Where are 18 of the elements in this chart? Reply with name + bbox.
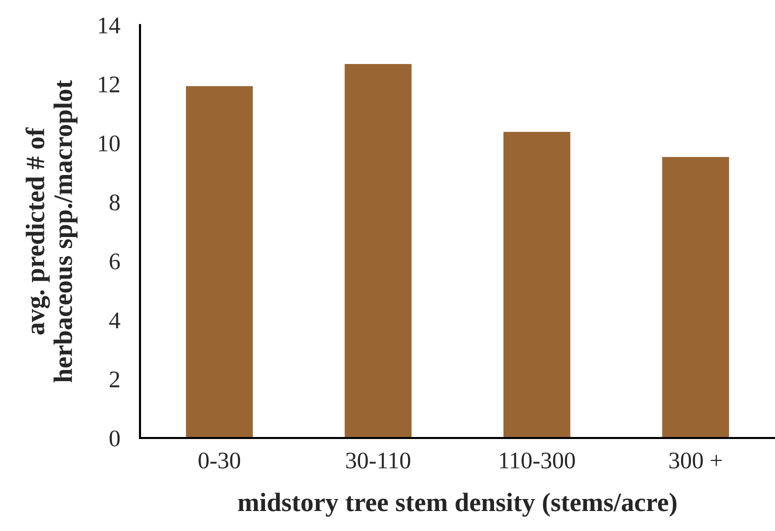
bar — [343, 62, 413, 438]
y-axis-title: avg. predicted # of herbaceous spp./macroplot — [26, 80, 78, 382]
y-tick-label: 14 — [99, 18, 120, 34]
y-tick-label: 12 — [99, 76, 120, 92]
bar — [184, 84, 254, 438]
bar — [660, 156, 730, 438]
y-tick-label: 4 — [109, 312, 120, 328]
x-axis-title: midstory tree stem density (stems/acre) — [238, 492, 676, 517]
x-tick-label: 300 + — [669, 452, 722, 469]
y-tick-label: 8 — [110, 194, 120, 210]
x-tick-label: 30-110 — [346, 452, 410, 469]
bar — [502, 130, 572, 438]
x-tick-label: 110-300 — [500, 452, 575, 469]
y-tick-label: 6 — [110, 254, 120, 270]
y-tick-label: 0 — [110, 430, 120, 446]
y-tick-label: 10 — [99, 135, 120, 152]
y-tick-label: 2 — [110, 372, 120, 388]
x-tick-label: 0-30 — [198, 452, 240, 469]
